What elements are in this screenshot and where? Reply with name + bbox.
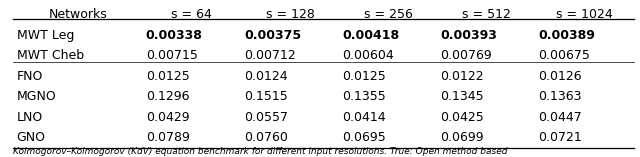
Text: Kolmogorov–Kolmogorov (KdV) equation benchmark for different input resolutions. : Kolmogorov–Kolmogorov (KdV) equation ben… <box>13 147 508 156</box>
